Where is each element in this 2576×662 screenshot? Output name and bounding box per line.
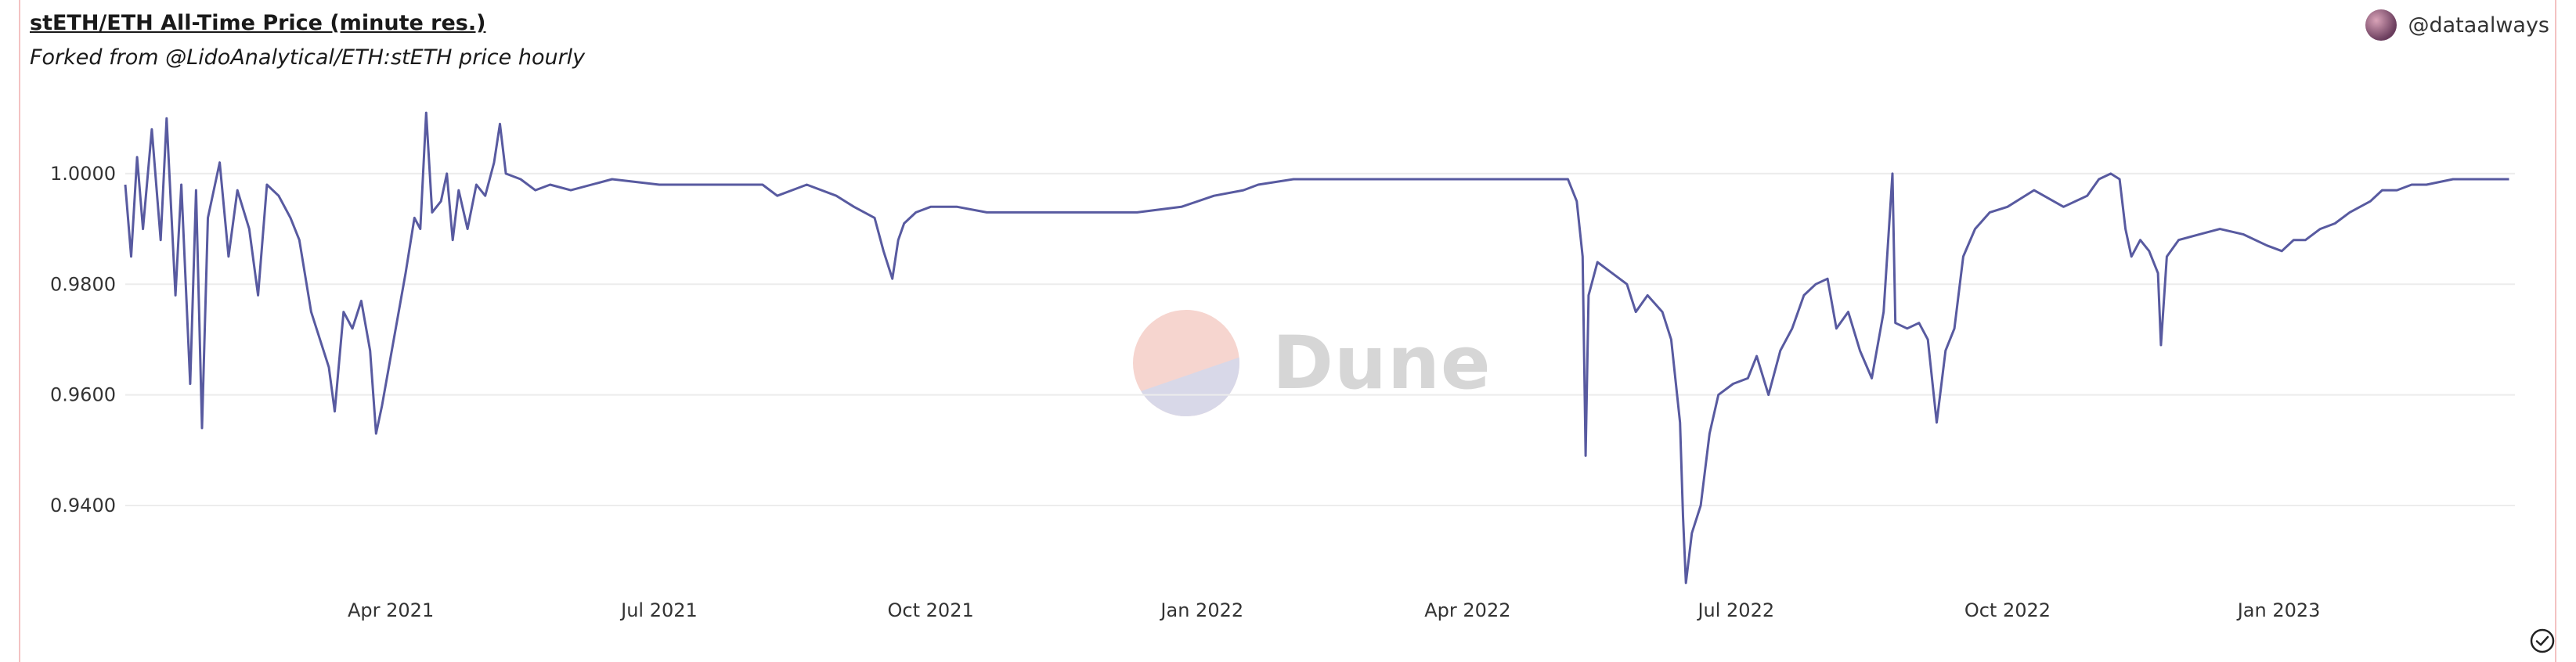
avatar[interactable]	[2365, 9, 2397, 41]
watermark-text: Dune	[1272, 320, 1492, 406]
grid-layer	[125, 172, 2515, 506]
x-axis: Apr 2021 Jul 2021 Oct 2021 Jan 2022 Apr 2022…	[348, 599, 2320, 621]
y-tick-label: 0.9800	[50, 273, 116, 295]
x-tick-label: Apr 2022	[1424, 599, 1510, 621]
x-tick-label: Jul 2022	[1696, 599, 1774, 621]
series-layer	[124, 111, 2509, 585]
y-tick-label: 1.0000	[50, 163, 116, 185]
dune-watermark: Dune	[1131, 308, 1492, 418]
check-circle-icon[interactable]	[2529, 628, 2556, 654]
y-tick-label: 0.9400	[50, 495, 116, 516]
x-tick-label: Oct 2021	[888, 599, 974, 621]
dune-logo-icon	[1133, 310, 1239, 416]
author-badge[interactable]: @dataalways	[2365, 9, 2549, 41]
panel-frame	[19, 0, 2556, 662]
x-tick-label: Jan 2022	[1159, 599, 1243, 621]
chart-subtitle: Forked from @LidoAnalytical/ETH:stETH pr…	[30, 45, 586, 70]
chart-title[interactable]: stETH/ETH All-Time Price (minute res.)	[30, 11, 486, 35]
author-name[interactable]: @dataalways	[2408, 13, 2549, 38]
y-tick-label: 0.9600	[50, 384, 116, 406]
x-tick-label: Jul 2021	[619, 599, 698, 621]
y-axis: 1.0000 0.9800 0.9600 0.9400	[50, 163, 116, 516]
x-tick-label: Oct 2022	[1964, 599, 2051, 621]
x-tick-label: Jan 2023	[2236, 599, 2321, 621]
x-tick-label: Apr 2021	[348, 599, 434, 621]
series-line-0	[124, 111, 2509, 585]
